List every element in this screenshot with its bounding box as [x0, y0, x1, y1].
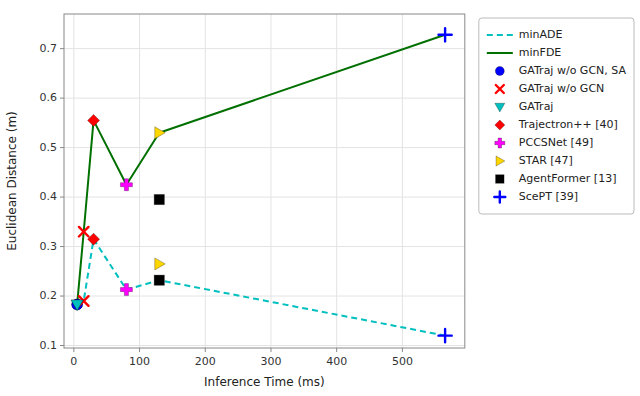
series-line: [77, 35, 445, 305]
scatter-point: [71, 300, 83, 311]
legend-item: ScePT [39]: [494, 190, 578, 203]
y-tick: [60, 246, 64, 247]
y-tick: [60, 147, 64, 148]
scatter-point: [79, 227, 89, 237]
y-tick: [60, 345, 64, 346]
plot-area: [71, 28, 452, 342]
legend-item: minADE: [487, 28, 563, 41]
legend-label: PCCSNet [49]: [519, 136, 593, 149]
scatter-point: [88, 114, 100, 126]
grid-line: [336, 14, 337, 348]
legend-item: GATraj w/o GCN, SA: [495, 64, 626, 77]
x-tick-label: 100: [129, 355, 150, 368]
legend-label: GATraj: [519, 100, 554, 113]
y-tick-label: 0.7: [40, 42, 58, 55]
legend-swatch: [496, 156, 505, 166]
legend-swatch: [495, 103, 505, 112]
legend-swatch: [496, 85, 504, 93]
x-tick: [402, 348, 403, 352]
y-tick: [60, 197, 64, 198]
x-tick: [139, 348, 140, 352]
x-tick: [73, 348, 74, 352]
y-tick-label: 0.6: [40, 91, 58, 104]
axes: 0 100 200 300 400 500 0.1 0.2 0.3 0.4 0.5 0.6 0.7 Inf…: [5, 14, 465, 389]
x-tick-label: 500: [392, 355, 413, 368]
y-tick-label: 0.1: [40, 339, 58, 352]
legend-swatch: [495, 138, 505, 148]
y-tick-label: 0.4: [40, 190, 58, 203]
legend-swatch: [495, 120, 505, 130]
grid-line: [139, 14, 140, 348]
scatter-point: [439, 28, 452, 41]
legend-item: GATraj w/o GCN: [496, 82, 604, 95]
x-tick: [205, 348, 206, 352]
scatter-point: [72, 299, 83, 310]
legend-swatch: [487, 52, 513, 54]
legend: minADE minFDE GATraj w/o GCN, SA GATraj w/o…: [479, 18, 634, 214]
series-line: [77, 239, 445, 335]
legend-label: ScePT [39]: [519, 190, 578, 203]
scatter-point: [154, 275, 164, 285]
scatter-point: [154, 194, 164, 204]
scatter-point: [120, 179, 132, 191]
scatter-point: [439, 329, 452, 342]
grid-line: [64, 147, 465, 148]
grid-line: [205, 14, 206, 348]
legend-item: minFDE: [487, 46, 562, 59]
grid-line: [64, 345, 465, 346]
grid-line: [402, 14, 403, 348]
legend-label: minFDE: [519, 46, 562, 59]
legend-swatch: [495, 67, 504, 76]
legend-box: [479, 18, 634, 214]
legend-item: Trajectron++ [40]: [495, 118, 618, 131]
x-tick: [336, 348, 337, 352]
legend-swatch: [487, 34, 513, 36]
legend-label: AgentFormer [13]: [519, 172, 617, 185]
grid-line: [64, 246, 465, 247]
legend-label: Trajectron++ [40]: [518, 118, 618, 131]
chart: 0 100 200 300 400 500 0.1 0.2 0.3 0.4 0.5 0.6 0.7 Inf…: [0, 0, 640, 396]
grid-line: [73, 14, 74, 348]
y-tick: [60, 48, 64, 49]
legend-item: PCCSNet [49]: [495, 136, 593, 149]
x-tick: [270, 348, 271, 352]
legend-item: STAR [47]: [496, 154, 573, 167]
y-tick: [60, 98, 64, 99]
legend-swatch: [494, 192, 505, 203]
y-tick-label: 0.2: [40, 289, 58, 302]
x-tick-label: 400: [326, 355, 347, 368]
plot-frame: [64, 14, 465, 348]
scatter-point: [72, 299, 83, 310]
grid-line: [64, 197, 465, 198]
legend-label: GATraj w/o GCN, SA: [519, 64, 627, 77]
x-axis-label: Inference Time (ms): [204, 375, 325, 389]
scatter-point: [155, 258, 166, 270]
legend-item: GATraj: [495, 100, 554, 113]
x-tick-label: 0: [70, 355, 77, 368]
scatter-point: [120, 284, 132, 296]
grid-line: [270, 14, 271, 348]
scatter-point: [88, 233, 100, 245]
x-tick-label: 200: [195, 355, 216, 368]
y-tick-label: 0.5: [40, 141, 58, 154]
legend-label: minADE: [519, 28, 563, 41]
legend-label: STAR [47]: [519, 154, 573, 167]
legend-label: GATraj w/o GCN: [519, 82, 604, 95]
x-tick-label: 300: [260, 355, 281, 368]
legend-swatch: [496, 175, 505, 184]
y-tick-label: 0.3: [40, 240, 58, 253]
legend-item: AgentFormer [13]: [496, 172, 617, 185]
scatter-point: [71, 300, 83, 311]
scatter-point: [155, 127, 166, 139]
y-axis-label: Euclidean Distance (m): [5, 111, 19, 251]
y-tick: [60, 296, 64, 297]
